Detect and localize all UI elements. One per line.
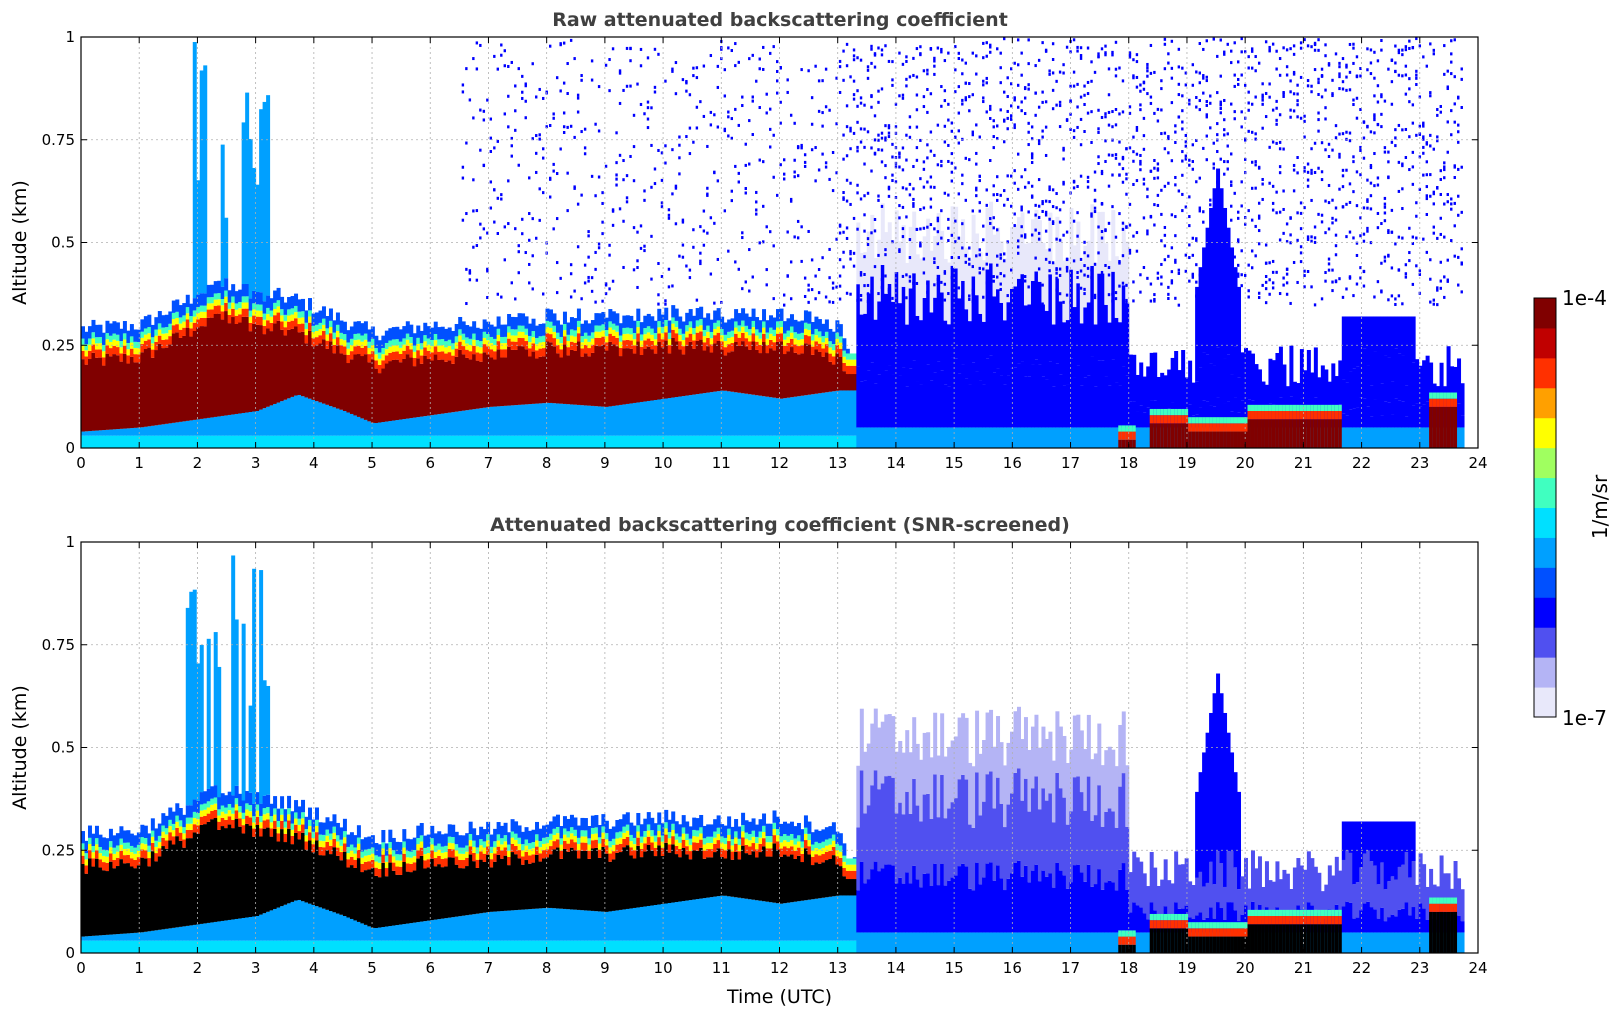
x-tick-label: 24 [1468,959,1487,977]
x-tick-label: 14 [886,959,905,977]
colorbar: 1e-4 1e-7 1/m/sr [1533,286,1612,730]
x-tick-label: 17 [1061,959,1080,977]
snr-x-ticks: 0 1 2 3 4 5 6 7 8 9 10 11 12 13 14 15 16 17 18 19 20 21 22 23 24 [76,542,1488,977]
x-tick-label: 7 [484,454,494,472]
x-tick-label: 22 [1352,959,1371,977]
x-tick-label: 21 [1294,454,1313,472]
x-tick-label: 13 [828,454,847,472]
colorbar-band [1534,537,1556,568]
y-tick-label: 0.75 [42,131,75,149]
colorbar-band [1534,447,1556,479]
x-tick-label: 20 [1236,454,1255,472]
snr-grid [81,542,1478,953]
x-tick-label: 4 [309,959,319,977]
panel-raw-backscatter: Raw attenuated backscattering coefficien… [9,9,1488,472]
panel-snr-screened: Attenuated backscattering coefficient (S… [9,514,1488,1008]
x-tick-label: 2 [193,959,203,977]
colorbar-band [1534,597,1556,628]
y-tick-label: 1 [65,533,75,551]
snr-x-axis-label: Time (UTC) [726,986,832,1008]
x-tick-label: 19 [1177,454,1196,472]
panel-raw-title: Raw attenuated backscattering coefficien… [552,9,1008,31]
x-tick-label: 15 [945,454,964,472]
x-tick-label: 21 [1294,959,1313,977]
x-tick-label: 0 [76,454,86,472]
colorbar-band [1534,327,1556,359]
raw-y-ticks: 0 0.25 0.5 0.75 1 [42,28,1478,457]
x-tick-label: 12 [770,959,789,977]
raw-grid [81,37,1478,448]
x-tick-label: 6 [425,454,435,472]
x-tick-label: 3 [251,454,261,472]
x-tick-label: 16 [1003,454,1022,472]
x-tick-label: 4 [309,454,319,472]
colorbar-band [1534,387,1556,419]
x-tick-label: 12 [770,454,789,472]
raw-x-ticks: 0 1 2 3 4 5 6 7 8 9 10 11 12 13 14 15 16 17 18 19 20 21 22 23 24 [76,37,1488,472]
x-tick-label: 24 [1468,454,1487,472]
colorbar-band [1534,567,1556,598]
snr-y-ticks: 0 0.25 0.5 0.75 1 [42,533,1478,962]
y-tick-label: 1 [65,28,75,46]
y-tick-label: 0.5 [51,234,75,252]
x-tick-label: 5 [367,959,377,977]
colorbar-max-label: 1e-4 [1562,286,1607,310]
x-tick-label: 18 [1119,959,1138,977]
x-tick-label: 13 [828,959,847,977]
x-tick-label: 17 [1061,454,1080,472]
colorbar-frame [1533,297,1557,718]
x-tick-label: 20 [1236,959,1255,977]
raw-y-axis-label: Altitude (km) [9,180,31,305]
x-tick-label: 9 [600,959,610,977]
x-tick-label: 2 [193,454,203,472]
colorbar-band [1534,477,1556,508]
x-tick-label: 5 [367,454,377,472]
x-tick-label: 15 [945,959,964,977]
x-tick-label: 10 [654,454,673,472]
colorbar-min-label: 1e-7 [1562,706,1607,730]
x-tick-label: 19 [1177,959,1196,977]
x-tick-label: 1 [134,959,144,977]
x-tick-label: 23 [1410,454,1429,472]
colorbar-band [1534,627,1556,658]
x-tick-label: 18 [1119,454,1138,472]
colorbar-band [1534,357,1556,389]
y-tick-label: 0 [65,944,75,962]
colorbar-band [1534,687,1556,718]
y-tick-label: 0 [65,439,75,457]
raw-heatmap-area [81,37,1465,448]
x-tick-label: 1 [134,454,144,472]
colorbar-gradient [1534,298,1556,718]
x-tick-label: 23 [1410,959,1429,977]
colorbar-band [1534,657,1556,688]
colorbar-unit-label: 1/m/sr [1588,474,1612,539]
y-tick-label: 0.75 [42,636,75,654]
colorbar-band [1534,507,1556,538]
snr-y-axis-label: Altitude (km) [9,685,31,810]
y-tick-label: 0.5 [51,739,75,757]
panel-snr-title: Attenuated backscattering coefficient (S… [490,514,1070,536]
y-tick-label: 0.25 [42,841,75,859]
colorbar-band [1534,298,1556,329]
x-tick-label: 16 [1003,959,1022,977]
x-tick-label: 9 [600,454,610,472]
y-tick-label: 0.25 [42,336,75,354]
snr-heatmap-area [81,555,1465,953]
colorbar-band [1534,417,1556,449]
x-tick-label: 3 [251,959,261,977]
x-tick-label: 14 [886,454,905,472]
x-tick-label: 11 [712,454,731,472]
x-tick-label: 8 [542,454,552,472]
x-tick-label: 6 [425,959,435,977]
x-tick-label: 22 [1352,454,1371,472]
x-tick-label: 10 [654,959,673,977]
x-tick-label: 11 [712,959,731,977]
x-tick-label: 0 [76,959,86,977]
x-tick-label: 8 [542,959,552,977]
x-tick-label: 7 [484,959,494,977]
